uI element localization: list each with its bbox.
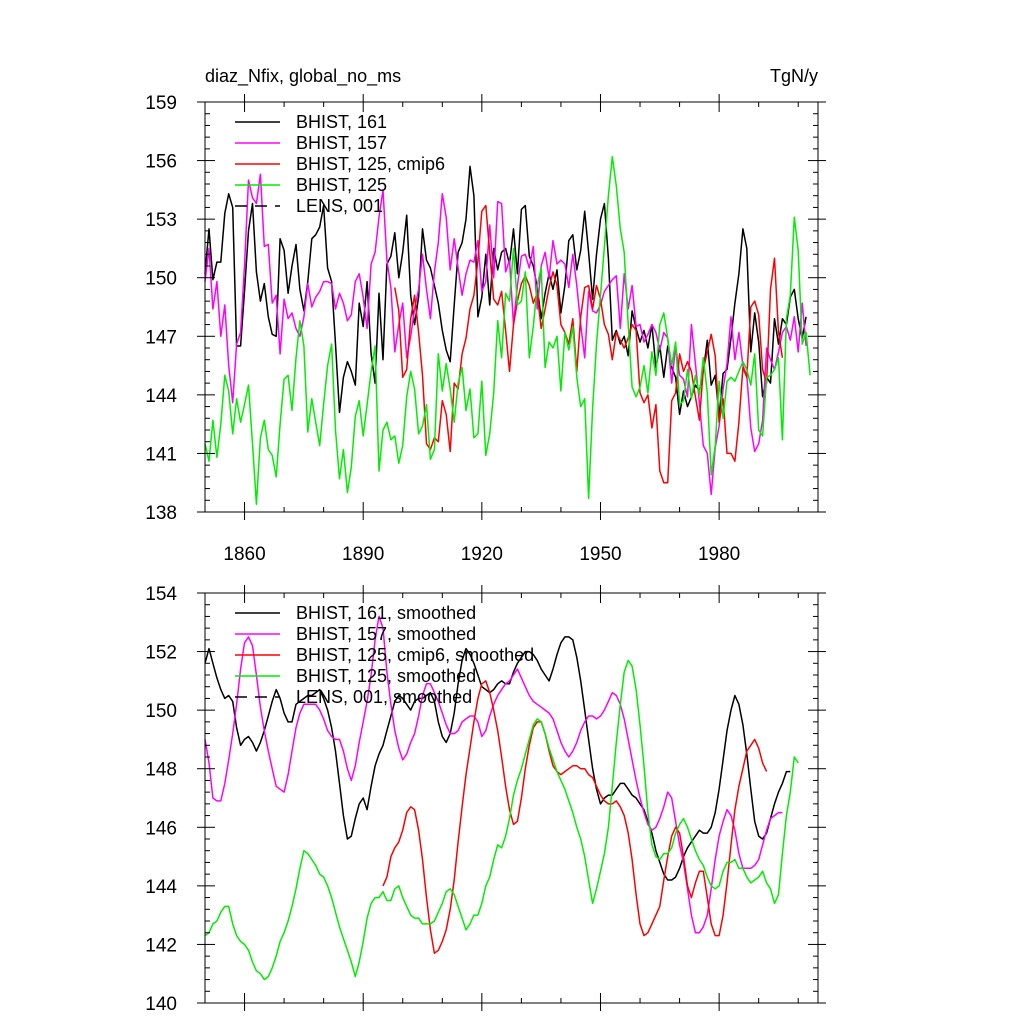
x-tick-label: 1980 (698, 544, 740, 565)
x-tick-label: 1860 (223, 544, 265, 565)
y-tick-label: 141 (145, 444, 177, 465)
series-line-top-1 (204, 173, 807, 496)
y-tick-label: 142 (145, 935, 177, 956)
x-tick-label: 1950 (579, 544, 621, 565)
series-line-bot-3 (204, 659, 799, 981)
y-tick-label: 138 (145, 503, 177, 524)
y-tick-label: 156 (145, 152, 177, 173)
y-tick-label: 153 (145, 210, 177, 231)
legend-label: BHIST, 161 (296, 112, 387, 132)
chart-units: TgN/y (770, 66, 818, 86)
y-tick-label: 154 (145, 584, 177, 605)
top-plot-area (204, 155, 811, 505)
legend-label: LENS, 001 (296, 196, 383, 216)
series-line-bot-2 (382, 680, 768, 954)
y-tick-label: 150 (145, 701, 177, 722)
chart-title: diaz_Nfix, global_no_ms (205, 66, 401, 87)
legend-label: BHIST, 125, cmip6, smoothed (296, 645, 534, 665)
x-tick-label: 1890 (342, 544, 384, 565)
y-tick-label: 146 (145, 818, 177, 839)
bottom-y-axis: 140 142 144 146 148 150 152 154 (145, 584, 826, 1015)
legend-label: BHIST, 157 (296, 133, 387, 153)
bottom-panel-frame (204, 592, 819, 1004)
y-tick-label: 148 (145, 760, 177, 781)
legend-label: BHIST, 125 (296, 175, 387, 195)
y-tick-label: 150 (145, 269, 177, 290)
legend-label: BHIST, 157, smoothed (296, 624, 476, 644)
series-line-top-3 (204, 155, 811, 505)
series-line-bot-0 (204, 636, 791, 881)
legend-label: BHIST, 161, smoothed (296, 603, 476, 623)
top-x-axis: 1860 1890 1920 1950 1980 (204, 94, 799, 565)
legend-label: BHIST, 125, cmip6 (296, 154, 445, 174)
y-tick-label: 152 (145, 643, 177, 664)
y-tick-label: 144 (145, 877, 177, 898)
bottom-x-axis (204, 585, 799, 1011)
y-tick-label: 147 (145, 327, 177, 348)
y-tick-label: 144 (145, 386, 177, 407)
top-y-axis: 138 141 144 147 150 153 156 159 (145, 93, 826, 524)
bottom-plot-area (204, 615, 799, 981)
x-tick-label: 1920 (461, 544, 503, 565)
legend-label: BHIST, 125, smoothed (296, 666, 476, 686)
top-panel-frame (204, 101, 819, 513)
y-tick-label: 140 (145, 994, 177, 1015)
y-tick-label: 159 (145, 93, 177, 114)
legend-label: LENS, 001, smoothed (296, 687, 472, 707)
